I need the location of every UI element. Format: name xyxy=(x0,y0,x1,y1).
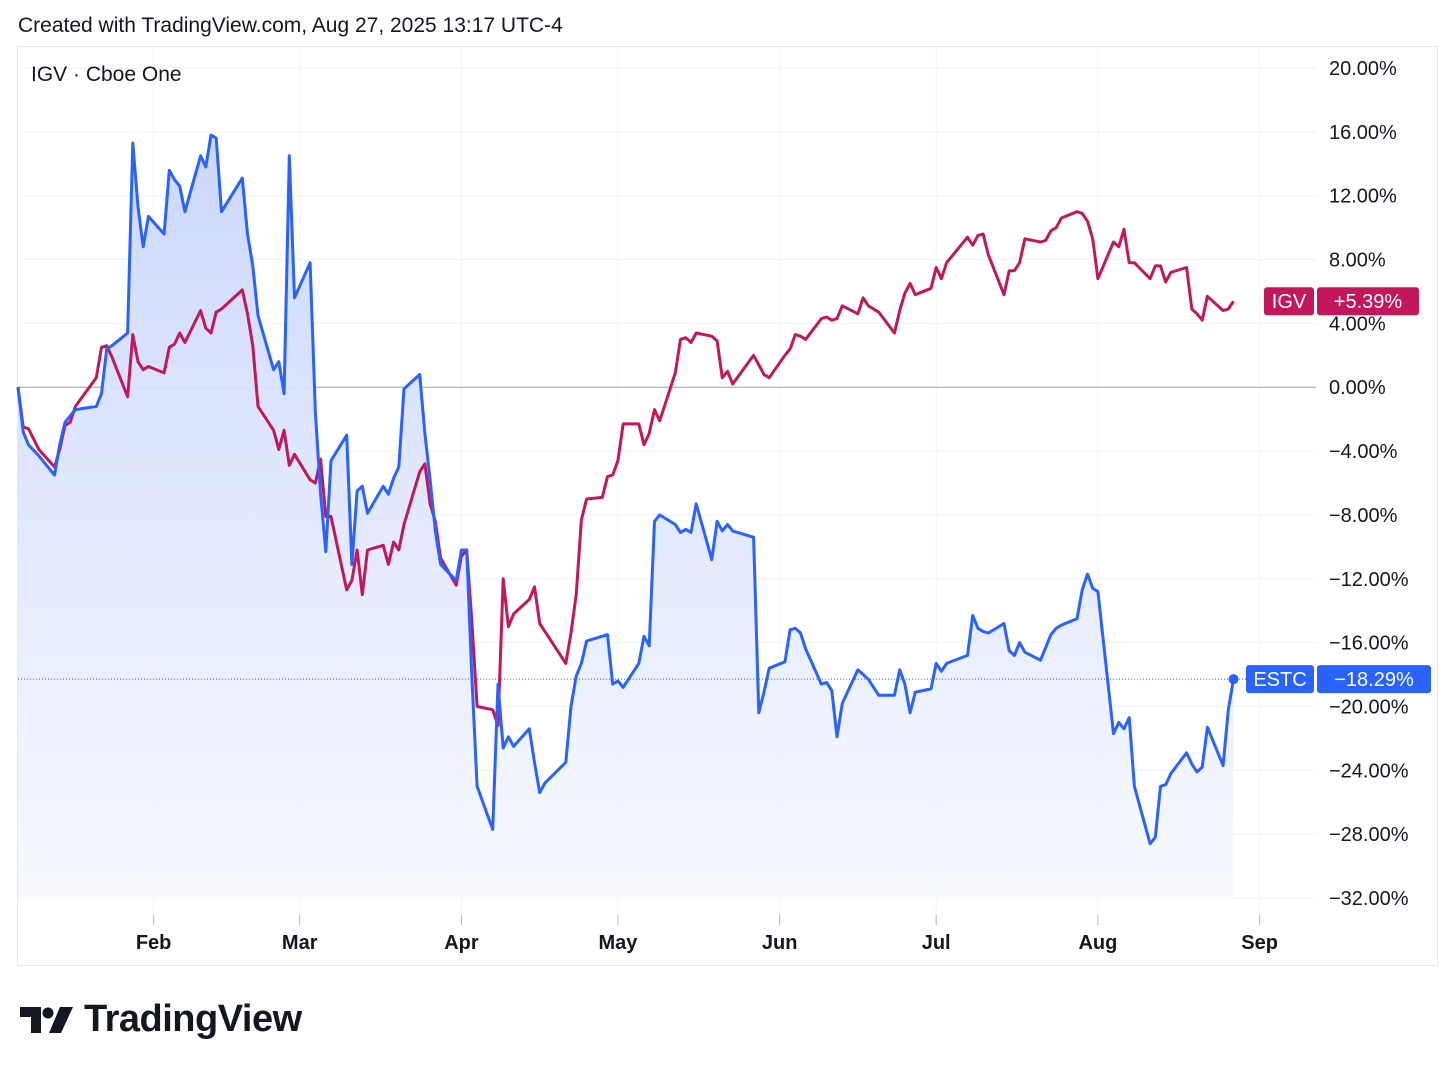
y-tick-label: −16.00% xyxy=(1329,633,1409,655)
series-lines xyxy=(16,133,1246,846)
y-tick-label: 4.00% xyxy=(1329,313,1386,335)
x-tick-label: Jun xyxy=(762,932,798,954)
chart-caption: Created with TradingView.com, Aug 27, 20… xyxy=(18,14,563,37)
y-tick-label: 0.00% xyxy=(1329,377,1386,399)
y-tick-label: 12.00% xyxy=(1329,186,1397,208)
chart-frame xyxy=(17,46,1438,966)
y-axis: 20.00% 16.00% 12.00% 8.00% 4.00% 0.00% −4.00% −… xyxy=(1329,58,1409,910)
symbol-title: IGV · Cboe One xyxy=(31,63,182,86)
igv-name-badge xyxy=(1264,287,1314,316)
estc-badge-name: ESTC xyxy=(1253,669,1306,691)
footer-brand[interactable]: TradingView xyxy=(20,998,302,1041)
estc-line[interactable] xyxy=(16,133,1235,846)
x-tick-label: Aug xyxy=(1078,932,1117,954)
estc-area xyxy=(18,135,1234,898)
x-tick-label: Apr xyxy=(444,932,479,954)
y-tick-label: −8.00% xyxy=(1329,505,1398,527)
y-tick-label: 8.00% xyxy=(1329,250,1386,272)
y-tick-label: 20.00% xyxy=(1329,58,1397,80)
estc-value-badge xyxy=(1317,665,1431,694)
estc-badge-value: −18.29% xyxy=(1334,669,1414,691)
footer-brand-text: TradingView xyxy=(84,998,302,1040)
igv-line[interactable] xyxy=(16,210,1235,728)
x-tick-label: Feb xyxy=(136,932,172,954)
tradingview-logo-icon xyxy=(20,1006,73,1033)
y-tick-label: −4.00% xyxy=(1329,441,1398,463)
y-tick-label: −24.00% xyxy=(1329,760,1409,782)
x-tick-label: May xyxy=(598,932,638,954)
igv-badge-value: +5.39% xyxy=(1334,291,1403,313)
y-tick-label: −12.00% xyxy=(1329,569,1409,591)
x-axis: Feb Mar Apr May Jun Jul Aug Sep xyxy=(136,915,1278,954)
igv-value-badge xyxy=(1317,287,1419,316)
y-tick-label: −20.00% xyxy=(1329,696,1409,718)
x-tick-label: Mar xyxy=(282,932,318,954)
igv-badge-name: IGV xyxy=(1272,291,1307,313)
x-tick-label: Jul xyxy=(922,932,951,954)
price-badges: IGV +5.39% ESTC −18.29% xyxy=(1246,287,1431,694)
estc-last-point[interactable] xyxy=(1228,674,1239,685)
estc-name-badge xyxy=(1246,665,1314,694)
y-tick-label: −28.00% xyxy=(1329,824,1409,846)
area-layer xyxy=(18,135,1234,898)
y-tick-label: 16.00% xyxy=(1329,122,1397,144)
y-tick-label: −32.00% xyxy=(1329,888,1409,910)
x-tick-label: Sep xyxy=(1241,932,1278,954)
